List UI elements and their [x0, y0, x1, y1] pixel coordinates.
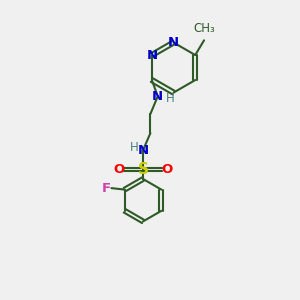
Text: N: N [146, 49, 158, 62]
Text: N: N [168, 36, 179, 49]
Text: S: S [137, 162, 148, 177]
Text: O: O [113, 163, 124, 176]
Text: H: H [130, 141, 139, 154]
Text: F: F [102, 182, 111, 195]
Text: H: H [166, 92, 175, 105]
Text: O: O [162, 163, 173, 176]
Text: CH₃: CH₃ [193, 22, 215, 35]
Text: N: N [137, 144, 148, 157]
Text: N: N [152, 90, 163, 103]
